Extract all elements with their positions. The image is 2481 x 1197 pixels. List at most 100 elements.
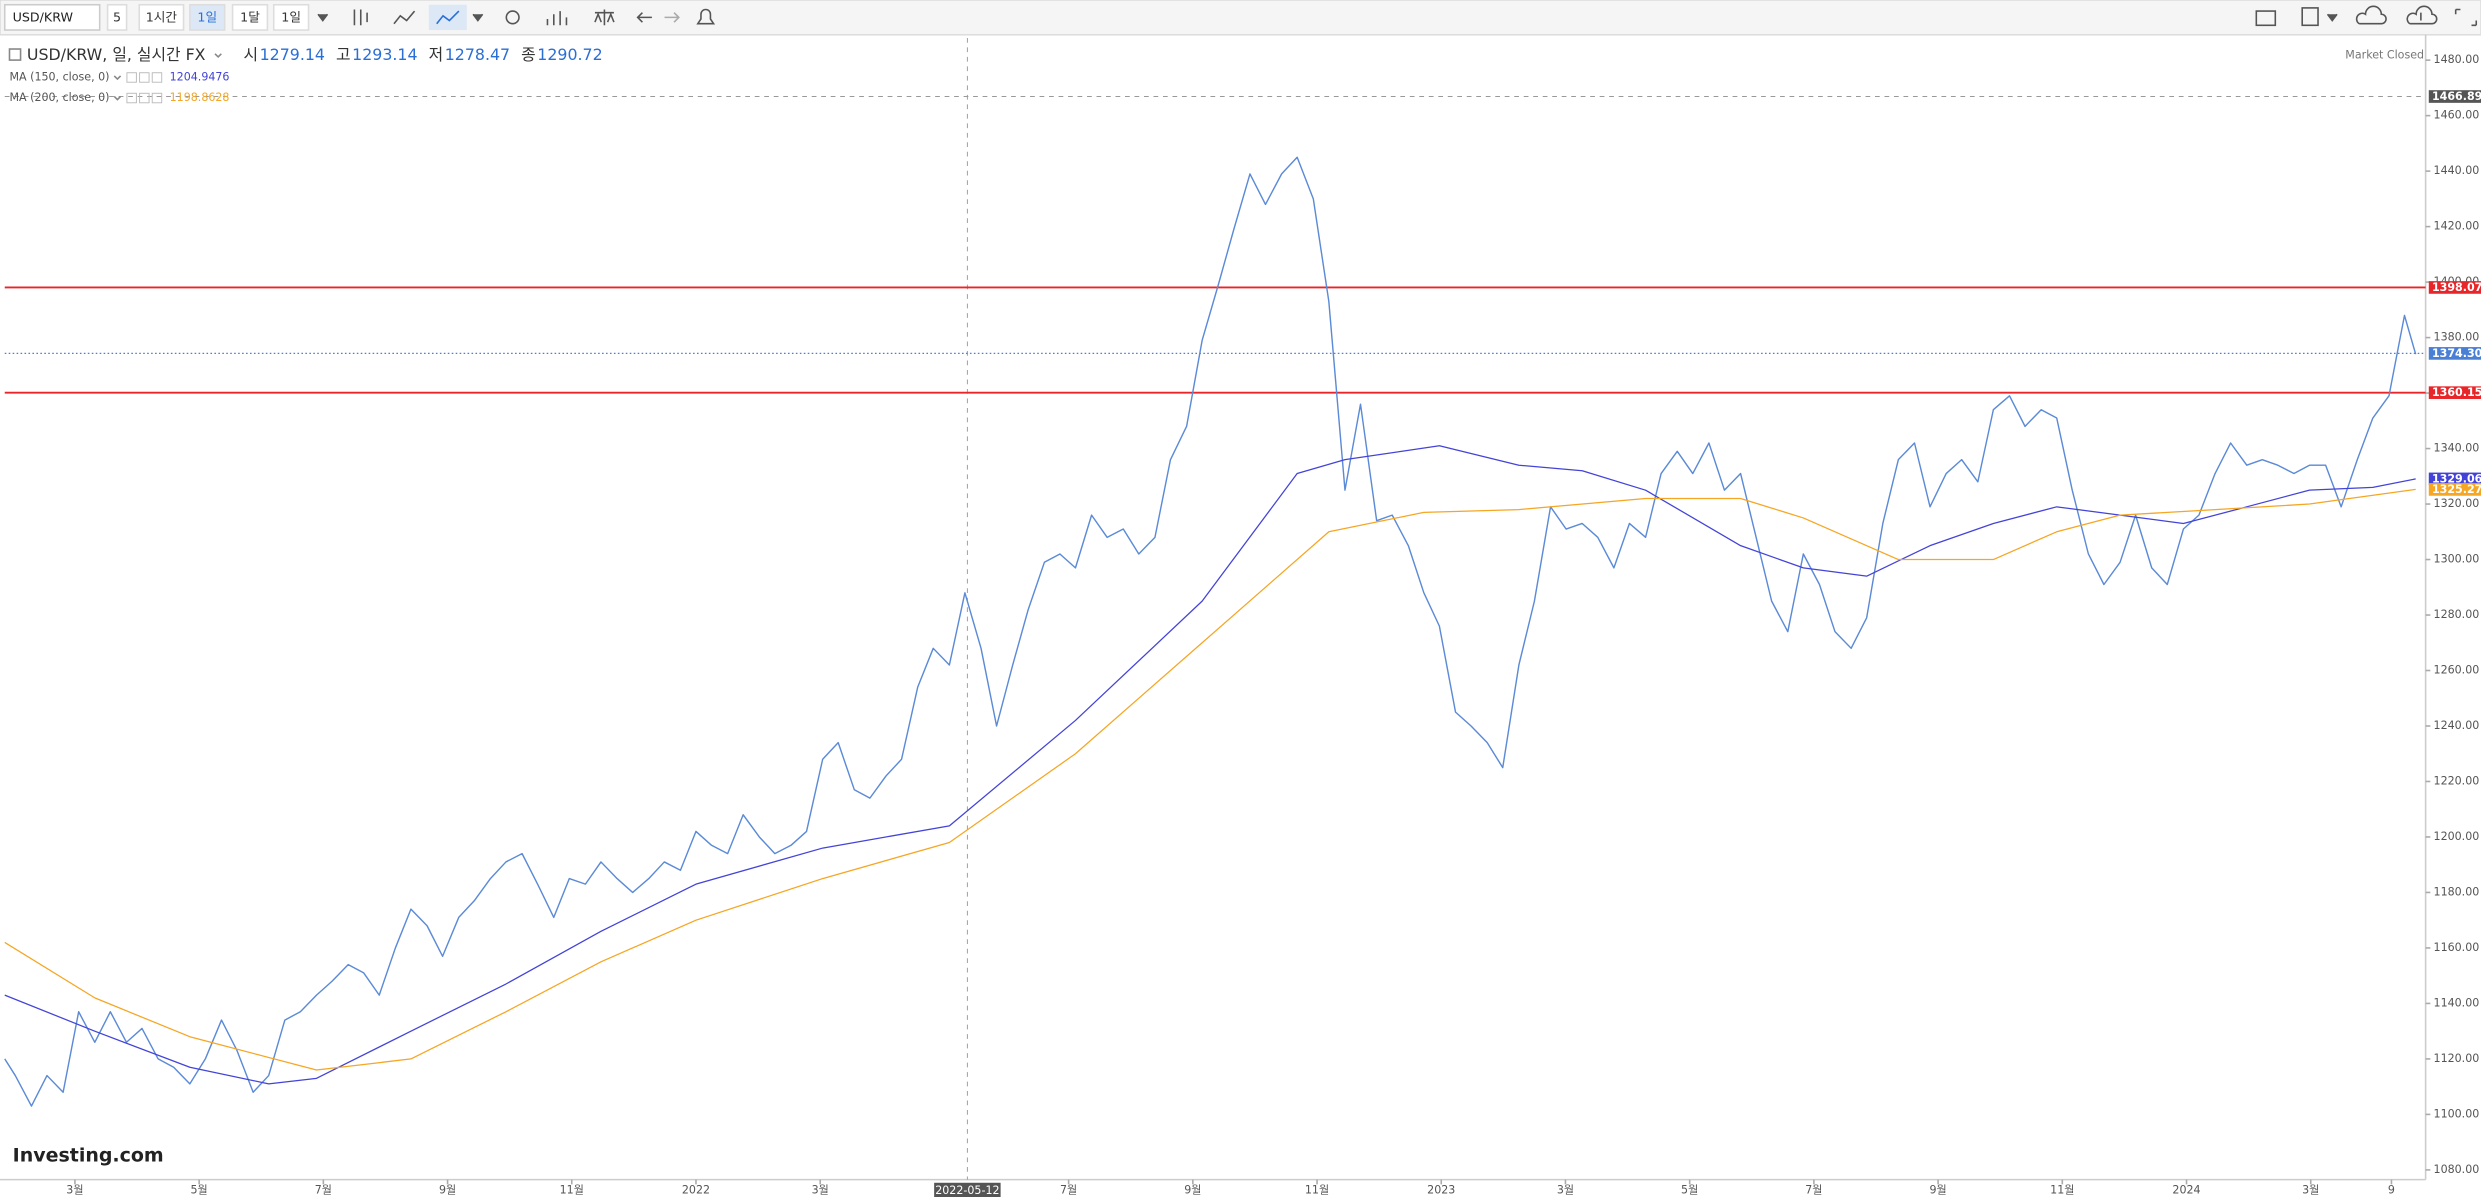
x-tick-label: 9월 <box>439 1184 456 1197</box>
ma-line <box>4 488 2416 1071</box>
alert-icon[interactable] <box>696 8 716 25</box>
interval-label[interactable]: 1시간 <box>146 10 178 25</box>
ohlc-label: 시 <box>243 45 258 64</box>
market-status: Market Closed <box>2345 48 2424 61</box>
indicator-name: MA (200, close, 0) <box>9 91 109 104</box>
price-badge <box>2428 386 2481 399</box>
interval-label[interactable]: 1달 <box>240 10 260 25</box>
price-badge <box>2428 90 2481 103</box>
price-line <box>4 156 2417 1107</box>
price-badge <box>2428 483 2481 496</box>
x-tick-label: 3월 <box>1557 1184 1574 1197</box>
ohlc-value: 1290.72 <box>537 45 602 64</box>
y-tick-label: 1340.00 <box>2434 442 2480 455</box>
x-tick-label: 11월 <box>2050 1184 2074 1197</box>
y-tick-label: 1080.00 <box>2434 1163 2480 1176</box>
x-tick-label: 9 <box>2388 1184 2395 1197</box>
dropdown-icon <box>113 75 122 81</box>
interval-button[interactable] <box>138 3 185 31</box>
ohlc-label: 종 <box>521 45 536 64</box>
indicator-button <box>151 92 163 104</box>
ohlc-value: 1278.47 <box>445 45 510 64</box>
dropdown-icon[interactable] <box>472 13 484 22</box>
price-badge-label: 1466.89 <box>2432 90 2481 103</box>
indicator-button <box>126 92 137 104</box>
price-badge <box>2428 281 2481 294</box>
x-tick-label: 7월 <box>1805 1184 1822 1197</box>
x-tick-label: 3월 <box>812 1184 829 1197</box>
indicator-icon[interactable] <box>546 11 568 26</box>
price-badge-label: 1374.30 <box>2432 347 2481 360</box>
y-tick-label: 1100.00 <box>2434 1107 2480 1120</box>
candle-icon[interactable] <box>353 9 368 26</box>
indicator-button <box>139 92 150 104</box>
interval-button[interactable] <box>106 3 128 31</box>
cloud-load-icon[interactable] <box>2355 5 2387 25</box>
toolbar-icons[interactable] <box>317 4 2478 31</box>
y-tick-label: 1460.00 <box>2434 109 2480 122</box>
price-badge-label: 1325.27 <box>2432 483 2481 496</box>
x-tick-label: 9월 <box>1929 1184 1946 1197</box>
y-tick-label: 1280.00 <box>2434 608 2480 621</box>
redo-icon[interactable] <box>664 12 680 23</box>
price-badge <box>2428 347 2481 360</box>
interval-button[interactable] <box>231 3 269 31</box>
settings-icon[interactable] <box>505 10 520 25</box>
y-tick-label: 1220.00 <box>2434 774 2480 787</box>
ohlc-value: 1279.14 <box>260 45 325 64</box>
y-tick-label: 1240.00 <box>2434 719 2480 732</box>
x-tick-label: 2023 <box>1427 1184 1455 1197</box>
undo-icon[interactable] <box>636 12 652 23</box>
watermark: Investing.com <box>13 1144 164 1166</box>
crosshair-date-badge <box>934 1182 1001 1197</box>
indicator-name: MA (150, close, 0) <box>9 70 109 83</box>
indicator-button <box>139 72 150 83</box>
indicator-value: 1204.9476 <box>170 70 230 83</box>
symbol-box[interactable] <box>3 3 101 31</box>
header: USD/KRW, 일, 실시간 FX Market Closed Investi… <box>8 45 2424 1166</box>
indicator-button <box>126 72 137 83</box>
dropdown-icon[interactable] <box>317 13 329 22</box>
y-tick-label: 1320.00 <box>2434 497 2480 510</box>
price-badge-label: 1329.06 <box>2432 472 2481 485</box>
interval-button[interactable] <box>189 3 226 31</box>
symbol[interactable]: USD/KRW <box>13 10 74 25</box>
toolbar <box>0 0 2481 36</box>
cloud-save-icon[interactable] <box>2406 5 2438 25</box>
dropdown-icon <box>214 53 222 59</box>
indicator-value: 1198.8628 <box>170 91 230 104</box>
dropdown-icon <box>113 95 122 101</box>
indicator-button <box>151 72 163 83</box>
interval-label[interactable]: 1일 <box>197 10 217 25</box>
x-tick-label: 11월 <box>1305 1184 1329 1197</box>
ohlc-label: 고 <box>336 45 351 64</box>
x-tick-label: 2022 <box>682 1184 710 1197</box>
interval-button[interactable] <box>272 3 310 31</box>
fullscreen-icon[interactable] <box>2454 8 2478 27</box>
x-tick-label: 5월 <box>1681 1184 1698 1197</box>
x-tick-label: 2024 <box>2172 1184 2200 1197</box>
ohlc-value: 1293.14 <box>352 45 417 64</box>
interval-label[interactable]: 1일 <box>281 10 301 25</box>
x-tick-label: 3월 <box>2302 1184 2319 1197</box>
x-tick-label: 9월 <box>1184 1184 1201 1197</box>
collapse-icon[interactable] <box>8 48 22 61</box>
camera-icon[interactable] <box>2255 10 2277 27</box>
active-style[interactable] <box>428 4 467 31</box>
layout-icon[interactable] <box>2301 7 2319 27</box>
bar-icon[interactable] <box>393 10 416 25</box>
x-tick-label: 5월 <box>191 1184 208 1197</box>
ohlc-label: 저 <box>429 45 444 64</box>
dropdown-icon[interactable] <box>2326 13 2338 22</box>
chart-title: USD/KRW, 일, 실시간 FX <box>27 45 206 64</box>
y-tick-label: 1300.00 <box>2434 553 2480 566</box>
compare-icon[interactable] <box>594 9 615 26</box>
y-tick-label: 1420.00 <box>2434 220 2480 233</box>
line-icon[interactable] <box>436 10 460 25</box>
interval-label[interactable]: 5 <box>113 10 121 25</box>
y-tick-label: 1200.00 <box>2434 830 2480 843</box>
y-tick-label: 1480.00 <box>2434 53 2480 66</box>
x-tick-label: 11월 <box>560 1184 584 1197</box>
